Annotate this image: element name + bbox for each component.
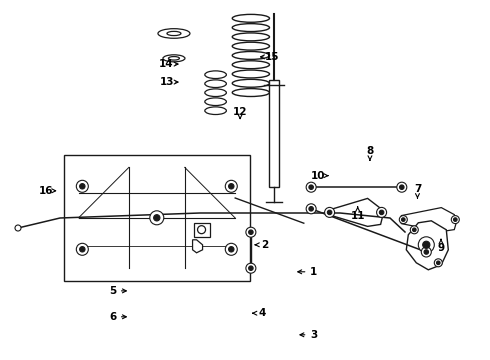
Polygon shape xyxy=(328,198,383,226)
Polygon shape xyxy=(193,240,202,253)
Circle shape xyxy=(154,215,160,221)
Circle shape xyxy=(248,230,253,234)
Ellipse shape xyxy=(205,98,226,105)
Circle shape xyxy=(76,180,88,192)
Circle shape xyxy=(79,247,85,252)
Ellipse shape xyxy=(232,61,270,69)
Circle shape xyxy=(437,261,440,265)
Circle shape xyxy=(246,227,256,237)
Text: 8: 8 xyxy=(367,146,373,156)
Circle shape xyxy=(410,226,418,234)
Text: 2: 2 xyxy=(261,240,268,250)
Circle shape xyxy=(197,226,205,234)
Circle shape xyxy=(309,207,314,211)
Text: 6: 6 xyxy=(109,312,116,322)
Ellipse shape xyxy=(158,29,190,38)
Circle shape xyxy=(150,211,164,225)
Ellipse shape xyxy=(167,31,181,36)
Circle shape xyxy=(421,247,431,257)
Ellipse shape xyxy=(205,80,226,87)
Text: 11: 11 xyxy=(350,211,365,221)
Circle shape xyxy=(225,243,237,255)
Circle shape xyxy=(424,250,429,254)
Circle shape xyxy=(76,243,88,255)
Ellipse shape xyxy=(163,55,185,62)
Circle shape xyxy=(306,182,316,192)
Text: 5: 5 xyxy=(109,286,116,296)
Ellipse shape xyxy=(232,24,270,32)
Circle shape xyxy=(15,225,21,231)
Ellipse shape xyxy=(205,89,226,96)
Ellipse shape xyxy=(232,33,270,41)
Circle shape xyxy=(434,259,442,267)
Circle shape xyxy=(377,207,387,217)
Circle shape xyxy=(324,207,335,217)
Text: 15: 15 xyxy=(265,52,279,62)
Text: 9: 9 xyxy=(438,243,444,253)
Text: 12: 12 xyxy=(233,107,247,117)
Circle shape xyxy=(306,204,316,214)
Text: 1: 1 xyxy=(310,267,317,277)
Circle shape xyxy=(379,210,384,215)
Ellipse shape xyxy=(232,79,270,87)
Text: 16: 16 xyxy=(38,186,53,196)
Bar xyxy=(194,223,210,237)
Text: 13: 13 xyxy=(159,77,174,87)
Circle shape xyxy=(309,185,314,189)
Ellipse shape xyxy=(232,42,270,50)
Text: 3: 3 xyxy=(310,330,317,340)
Bar xyxy=(270,80,279,186)
Ellipse shape xyxy=(232,51,270,59)
Circle shape xyxy=(413,228,416,231)
Text: 7: 7 xyxy=(414,184,421,194)
Circle shape xyxy=(399,216,407,224)
Circle shape xyxy=(399,185,404,189)
Circle shape xyxy=(401,218,405,221)
Ellipse shape xyxy=(232,89,270,96)
Ellipse shape xyxy=(232,14,270,22)
Circle shape xyxy=(454,218,457,221)
Circle shape xyxy=(228,247,234,252)
Bar xyxy=(64,155,250,281)
Circle shape xyxy=(418,237,434,253)
Circle shape xyxy=(451,216,459,224)
Circle shape xyxy=(397,182,407,192)
Circle shape xyxy=(225,180,237,192)
Circle shape xyxy=(327,210,332,215)
Text: 10: 10 xyxy=(311,171,326,181)
Polygon shape xyxy=(401,208,456,231)
Circle shape xyxy=(423,241,430,248)
Circle shape xyxy=(248,266,253,270)
Circle shape xyxy=(246,263,256,273)
Ellipse shape xyxy=(205,107,226,114)
Ellipse shape xyxy=(169,57,179,60)
Polygon shape xyxy=(406,221,448,270)
Circle shape xyxy=(228,184,234,189)
Ellipse shape xyxy=(232,70,270,78)
Ellipse shape xyxy=(205,71,226,78)
Text: 14: 14 xyxy=(159,59,174,69)
Circle shape xyxy=(79,184,85,189)
Text: 4: 4 xyxy=(258,308,266,318)
